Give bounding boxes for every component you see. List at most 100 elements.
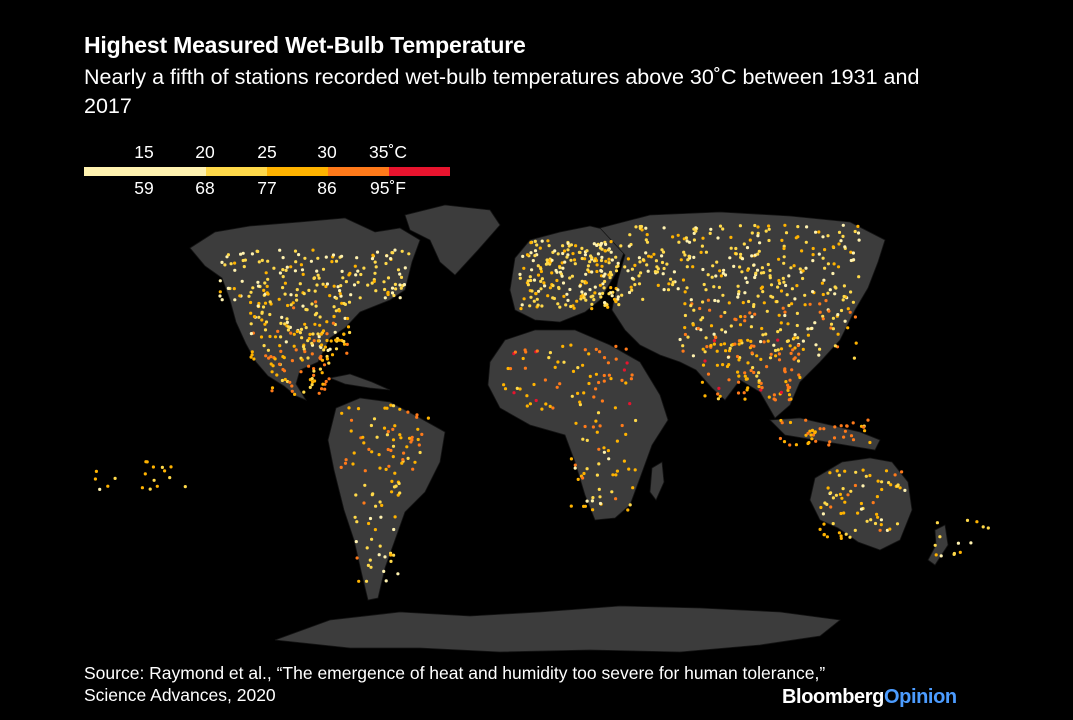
station-dot <box>736 284 740 288</box>
station-dot <box>691 323 695 327</box>
station-dot <box>788 420 793 425</box>
station-dot <box>849 290 853 294</box>
station-dot <box>292 332 296 336</box>
station-dot <box>513 350 518 354</box>
station-dot <box>598 246 603 250</box>
station-dot <box>144 460 148 464</box>
station-dot <box>525 404 529 408</box>
station-dot <box>786 388 790 392</box>
station-dot <box>772 393 777 397</box>
station-dot <box>665 262 669 266</box>
station-dot <box>602 450 607 454</box>
station-dot <box>601 282 605 286</box>
station-dot <box>956 541 961 545</box>
station-dot <box>700 380 705 384</box>
station-dot <box>783 367 787 371</box>
station-dot <box>607 457 611 461</box>
station-dot <box>788 344 792 348</box>
station-dot <box>573 262 577 266</box>
station-dot <box>374 504 378 508</box>
station-dot <box>800 249 804 253</box>
station-dot <box>839 536 843 541</box>
station-dot <box>556 302 560 306</box>
station-dot <box>704 336 708 340</box>
station-dot <box>706 273 710 277</box>
station-dot <box>366 283 370 287</box>
station-dot <box>295 329 299 334</box>
station-dot <box>609 250 613 254</box>
station-dot <box>582 391 586 395</box>
station-dot <box>564 303 568 307</box>
station-dot <box>704 288 708 292</box>
station-dot <box>347 273 351 277</box>
station-dot <box>623 265 627 269</box>
station-dot <box>684 236 689 240</box>
station-dot <box>560 261 564 265</box>
station-dot <box>218 290 222 294</box>
station-dot <box>233 268 237 272</box>
station-dot <box>400 249 404 253</box>
station-dot <box>702 282 706 287</box>
station-dot <box>596 252 601 256</box>
station-dot <box>798 375 802 380</box>
station-dot <box>864 474 868 478</box>
station-dot <box>568 287 572 292</box>
station-dot <box>249 322 253 326</box>
station-dot <box>600 399 605 403</box>
station-dot <box>821 314 825 318</box>
station-dot <box>569 304 573 309</box>
station-dot <box>260 318 264 322</box>
station-dot <box>875 495 880 499</box>
station-dot <box>634 418 638 423</box>
station-dot <box>566 298 570 302</box>
station-dot <box>829 322 834 326</box>
station-dot <box>734 252 738 256</box>
station-dot <box>332 305 336 309</box>
station-dot <box>781 276 785 280</box>
station-dot <box>888 527 892 531</box>
station-dot <box>398 283 402 287</box>
station-dot <box>750 315 754 319</box>
station-dot <box>854 341 858 345</box>
station-dot <box>324 284 328 289</box>
station-dot <box>803 293 807 297</box>
station-dot <box>735 354 740 359</box>
legend-fahrenheit-label: 95˚F <box>370 178 406 198</box>
station-dot <box>362 501 366 505</box>
station-dot <box>548 286 553 290</box>
station-dot <box>584 272 588 276</box>
station-dot <box>576 391 580 395</box>
station-dot <box>327 377 331 381</box>
station-dot <box>810 437 814 441</box>
station-dot <box>241 258 245 263</box>
station-dot <box>320 387 324 391</box>
station-dot <box>240 279 244 283</box>
station-dot <box>288 380 292 384</box>
station-dot <box>825 535 830 539</box>
station-dot <box>714 335 718 340</box>
station-dot <box>256 280 260 284</box>
station-dot <box>841 223 845 227</box>
station-dot <box>737 292 741 296</box>
station-dot <box>767 224 771 228</box>
station-dot <box>313 313 317 317</box>
station-dot <box>183 485 187 489</box>
station-dot <box>294 260 298 264</box>
station-dot <box>276 329 280 333</box>
station-dot <box>803 303 807 307</box>
station-dot <box>686 258 690 262</box>
station-dot <box>270 386 275 390</box>
station-dot <box>832 262 836 266</box>
station-dot <box>333 330 337 334</box>
station-dot <box>630 373 634 377</box>
station-dot <box>797 352 801 356</box>
station-dot <box>779 390 784 394</box>
station-dot <box>593 291 597 295</box>
station-dot <box>339 294 343 298</box>
station-dot <box>267 356 271 360</box>
station-dot <box>357 579 361 583</box>
station-dot <box>861 468 865 472</box>
station-dot <box>629 285 633 289</box>
station-dot <box>699 250 703 254</box>
